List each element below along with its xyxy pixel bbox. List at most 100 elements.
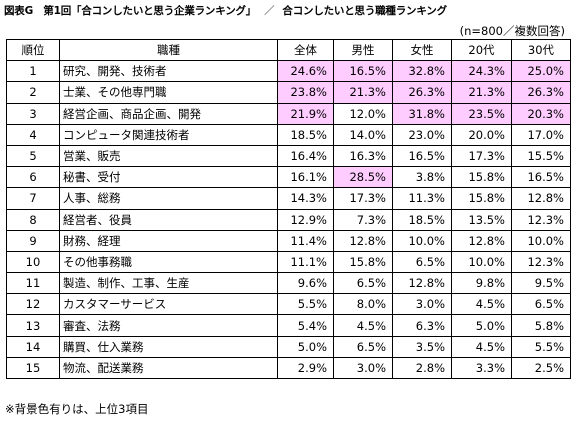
table-row: 7 人事、総務 14.3% 17.3% 11.3% 15.8% 12.8% xyxy=(6,187,571,210)
total-cell: 16.1% xyxy=(277,166,334,189)
title-sub: 合コンしたいと思う職種ランキング xyxy=(282,5,447,17)
age30s-cell: 9.5% xyxy=(511,272,571,295)
age20s-cell: 3.3% xyxy=(451,356,512,380)
job-cell: 研究、開発、技術者 xyxy=(59,60,278,83)
age30s-cell: 5.8% xyxy=(511,314,571,337)
age30s-cell: 10.0% xyxy=(511,229,571,252)
job-cell: 士業、その他専門職 xyxy=(59,81,278,104)
age20s-cell: 24.3% xyxy=(451,60,512,83)
total-cell: 21.9% xyxy=(277,102,334,125)
age30s-cell: 20.3% xyxy=(511,102,571,125)
female-cell: 11.3% xyxy=(392,187,452,210)
female-cell: 31.8% xyxy=(392,102,452,125)
female-cell: 3.0% xyxy=(392,293,452,316)
header-job: 職種 xyxy=(59,38,278,62)
table-row: 6 秘書、受付 16.1% 28.5% 3.8% 15.8% 16.5% xyxy=(6,166,571,189)
total-cell: 23.8% xyxy=(277,81,334,104)
total-cell: 24.6% xyxy=(277,60,334,83)
table-body: 1 研究、開発、技術者 24.6% 16.5% 32.8% 24.3% 25.0% 2 士業、そ… xyxy=(6,60,571,380)
age20s-cell: 20.0% xyxy=(451,123,512,146)
age20s-cell: 17.3% xyxy=(451,144,512,168)
male-cell: 4.5% xyxy=(333,314,393,337)
age20s-cell: 15.8% xyxy=(451,187,512,210)
job-cell: 審査、法務 xyxy=(59,314,278,337)
male-cell: 7.3% xyxy=(333,208,393,231)
job-cell: 経営者、役員 xyxy=(59,208,278,231)
age20s-cell: 23.5% xyxy=(451,102,512,125)
table-header-row: 順位 職種 全体 男性 女性 20代 30代 xyxy=(6,38,571,62)
table-row: 11 製造、制作、工事、生産 9.6% 6.5% 12.8% 9.8% 9.5% xyxy=(6,272,571,295)
title-separator: ／ xyxy=(264,5,275,17)
age20s-cell: 21.3% xyxy=(451,81,512,104)
male-cell: 28.5% xyxy=(333,166,393,189)
male-cell: 17.3% xyxy=(333,187,393,210)
male-cell: 8.0% xyxy=(333,293,393,316)
age30s-cell: 5.5% xyxy=(511,335,571,358)
sample-size-note: (n=800／複数回答) xyxy=(459,24,565,38)
age30s-cell: 12.3% xyxy=(511,250,571,274)
rank-cell: 10 xyxy=(6,250,60,274)
job-cell: その他事務職 xyxy=(59,250,278,274)
rank-cell: 3 xyxy=(6,102,60,125)
age20s-cell: 4.5% xyxy=(451,335,512,358)
rank-cell: 2 xyxy=(6,81,60,104)
female-cell: 32.8% xyxy=(392,60,452,83)
job-cell: 財務、経理 xyxy=(59,229,278,252)
table-row: 2 士業、その他専門職 23.8% 21.3% 26.3% 21.3% 26.3% xyxy=(6,81,571,104)
male-cell: 3.0% xyxy=(333,356,393,380)
total-cell: 5.0% xyxy=(277,335,334,358)
table-row: 5 営業、販売 16.4% 16.3% 16.5% 17.3% 15.5% xyxy=(6,144,571,168)
age20s-cell: 9.8% xyxy=(451,272,512,295)
male-cell: 16.5% xyxy=(333,60,393,83)
header-30s: 30代 xyxy=(511,38,571,62)
rank-cell: 13 xyxy=(6,314,60,337)
rank-cell: 6 xyxy=(6,166,60,189)
age20s-cell: 15.8% xyxy=(451,166,512,189)
table-row: 4 コンピュータ関連技術者 18.5% 14.0% 23.0% 20.0% 17.0% xyxy=(6,123,571,146)
female-cell: 12.8% xyxy=(392,272,452,295)
job-cell: 購買、仕入業務 xyxy=(59,335,278,358)
total-cell: 18.5% xyxy=(277,123,334,146)
female-cell: 23.0% xyxy=(392,123,452,146)
header-male: 男性 xyxy=(333,38,393,62)
total-cell: 9.6% xyxy=(277,272,334,295)
age20s-cell: 4.5% xyxy=(451,293,512,316)
female-cell: 26.3% xyxy=(392,81,452,104)
female-cell: 18.5% xyxy=(392,208,452,231)
male-cell: 12.0% xyxy=(333,102,393,125)
figure-title: 図表G 第1回「合コンしたいと思う企業ランキング」 ／ 合コンしたいと思う職種ランキ… xyxy=(4,3,447,18)
job-cell: 秘書、受付 xyxy=(59,166,278,189)
table-row: 1 研究、開発、技術者 24.6% 16.5% 32.8% 24.3% 25.0% xyxy=(6,60,571,83)
table-row: 8 経営者、役員 12.9% 7.3% 18.5% 13.5% 12.3% xyxy=(6,208,571,231)
table-row: 12 カスタマーサービス 5.5% 8.0% 3.0% 4.5% 6.5% xyxy=(6,293,571,316)
job-cell: 人事、総務 xyxy=(59,187,278,210)
age30s-cell: 12.3% xyxy=(511,208,571,231)
table-row: 3 経営企画、商品企画、開発 21.9% 12.0% 31.8% 23.5% 20.3% xyxy=(6,102,571,125)
female-cell: 16.5% xyxy=(392,144,452,168)
header-total: 全体 xyxy=(277,38,334,62)
male-cell: 15.8% xyxy=(333,250,393,274)
female-cell: 6.5% xyxy=(392,250,452,274)
total-cell: 11.4% xyxy=(277,229,334,252)
rank-cell: 7 xyxy=(6,187,60,210)
job-cell: カスタマーサービス xyxy=(59,293,278,316)
age20s-cell: 12.8% xyxy=(451,229,512,252)
table-row: 9 財務、経理 11.4% 12.8% 10.0% 12.8% 10.0% xyxy=(6,229,571,252)
rank-cell: 9 xyxy=(6,229,60,252)
table-row: 15 物流、配送業務 2.9% 3.0% 2.8% 3.3% 2.5% xyxy=(6,356,571,380)
header-20s: 20代 xyxy=(451,38,512,62)
rank-cell: 1 xyxy=(6,60,60,83)
female-cell: 3.5% xyxy=(392,335,452,358)
age20s-cell: 13.5% xyxy=(451,208,512,231)
rank-cell: 4 xyxy=(6,123,60,146)
job-cell: 営業、販売 xyxy=(59,144,278,168)
job-cell: 経営企画、商品企画、開発 xyxy=(59,102,278,125)
rank-cell: 11 xyxy=(6,272,60,295)
total-cell: 12.9% xyxy=(277,208,334,231)
ranking-table: 順位 職種 全体 男性 女性 20代 30代 1 研究、開発、技術者 24.6% 16… xyxy=(6,38,571,380)
job-cell: コンピュータ関連技術者 xyxy=(59,123,278,146)
rank-cell: 14 xyxy=(6,335,60,358)
female-cell: 2.8% xyxy=(392,356,452,380)
rank-cell: 15 xyxy=(6,356,60,380)
table-row: 10 その他事務職 11.1% 15.8% 6.5% 10.0% 12.3% xyxy=(6,250,571,274)
